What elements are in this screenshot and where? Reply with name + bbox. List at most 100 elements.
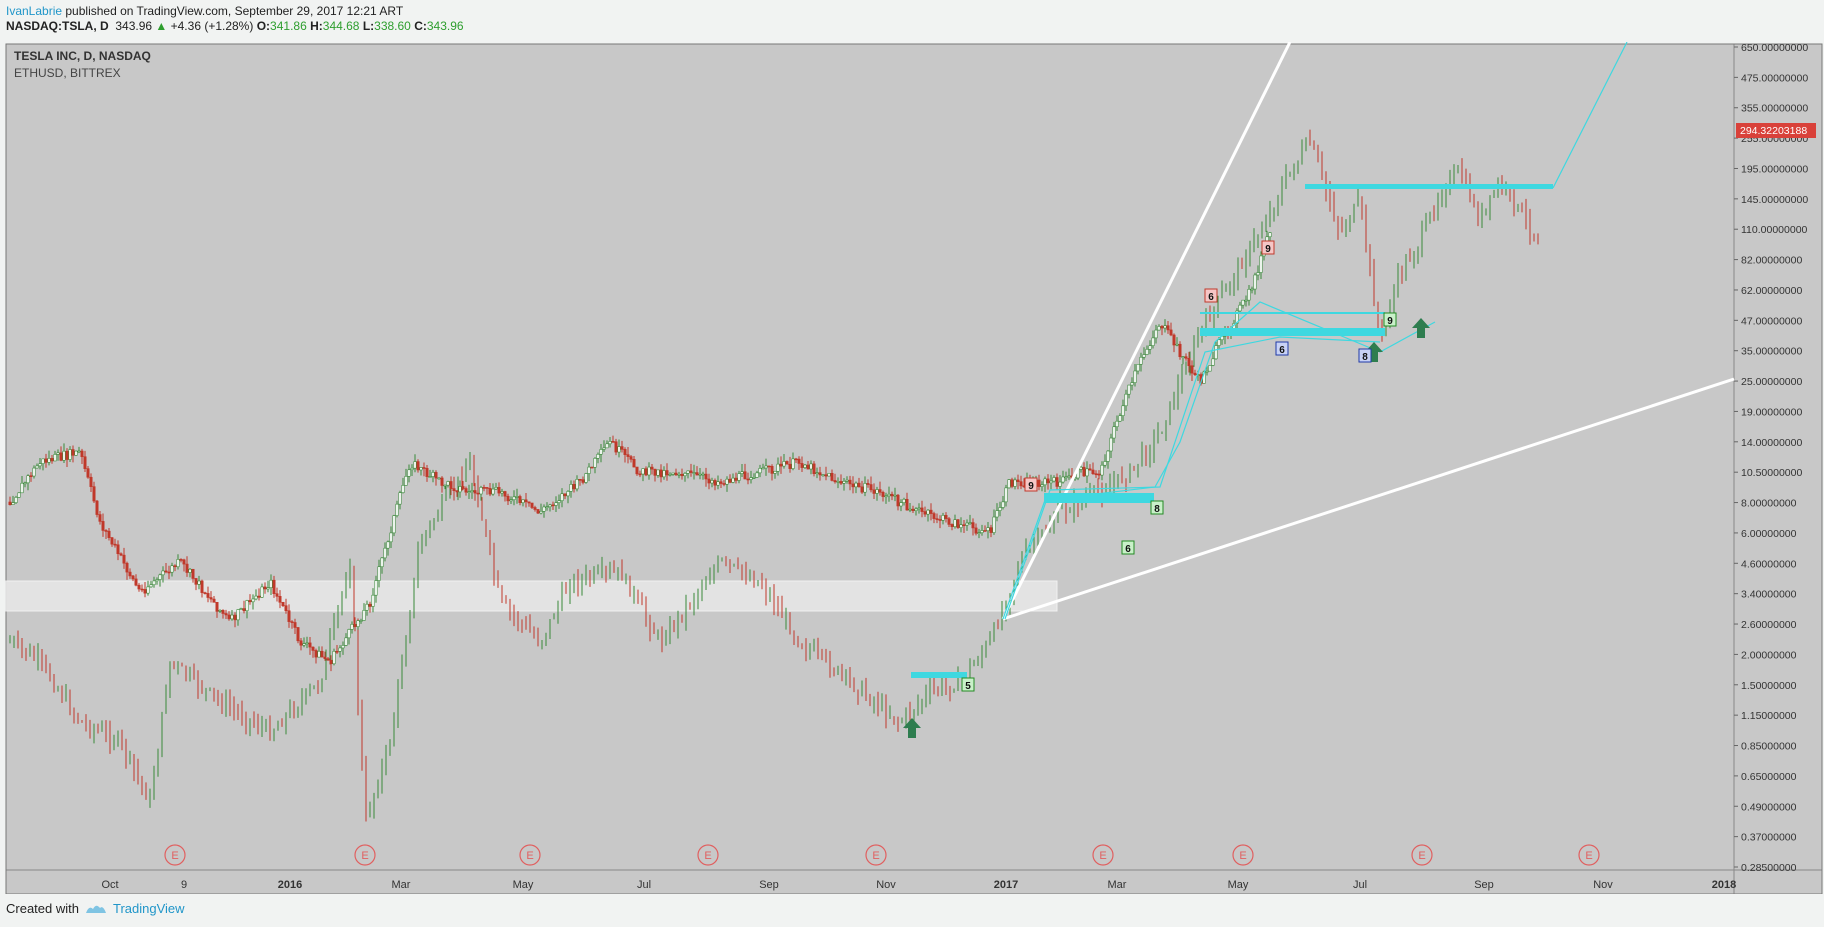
candle-body: [1187, 358, 1191, 367]
candle-body: [233, 614, 237, 621]
footer: Created with TradingView: [6, 901, 185, 916]
candle-body: [857, 482, 861, 488]
candle-body: [713, 480, 717, 486]
candle-body: [260, 586, 264, 598]
cyan-zone-feb[interactable]: [1044, 493, 1154, 503]
candle-body: [803, 464, 807, 468]
support-zone[interactable]: [5, 580, 1058, 612]
candle-body: [551, 504, 555, 507]
earnings-icon[interactable]: E: [697, 844, 719, 866]
candle-body: [539, 510, 543, 514]
candle-body: [209, 597, 213, 600]
candle-body: [500, 491, 504, 494]
candle-body: [872, 489, 876, 494]
trendline-steep[interactable]: [1001, 42, 1292, 620]
candle-body: [1037, 479, 1041, 487]
cyan-zone-jun-top[interactable]: [1200, 312, 1385, 314]
earnings-icon[interactable]: E: [1232, 844, 1254, 866]
svg-text:8: 8: [1154, 504, 1160, 515]
tradingview-link[interactable]: TradingView: [112, 901, 185, 916]
earnings-icon[interactable]: E: [519, 844, 541, 866]
candle-body: [770, 466, 774, 474]
candle-body: [956, 519, 960, 528]
candle-body: [1115, 420, 1119, 428]
cyan-zone-nov[interactable]: [911, 672, 967, 678]
earnings-icon[interactable]: E: [354, 844, 376, 866]
candle-body: [899, 502, 903, 507]
candle-body: [116, 544, 120, 555]
candle-body: [548, 504, 552, 508]
x-tick-label: 2018: [1712, 879, 1736, 891]
earnings-icon[interactable]: E: [1411, 844, 1433, 866]
candle-body: [875, 489, 879, 494]
candle-body: [1052, 477, 1056, 482]
candle-body: [572, 484, 576, 490]
created-with-label: Created with: [6, 901, 79, 916]
candle-body: [737, 473, 741, 481]
candle-body: [245, 600, 249, 612]
candle-body: [989, 527, 993, 533]
candle-body: [836, 481, 840, 483]
candle-body: [911, 508, 915, 511]
candle-body: [134, 578, 138, 586]
candle-body: [119, 553, 123, 556]
candle-body: [1163, 325, 1167, 329]
buy-arrow-icon: [903, 718, 921, 738]
candle-body: [296, 627, 300, 642]
candle-body: [689, 470, 693, 473]
candle-body: [560, 493, 564, 502]
candle-body: [422, 467, 426, 469]
candle-body: [278, 596, 282, 603]
candle-body: [1154, 329, 1158, 339]
candle-body: [719, 481, 723, 484]
candle-body: [1067, 475, 1071, 478]
candle-body: [1208, 365, 1212, 372]
count-label: 8: [1150, 500, 1164, 515]
plot-area[interactable]: [6, 44, 1734, 894]
candle-body: [1145, 348, 1149, 355]
earnings-icon[interactable]: E: [164, 844, 186, 866]
candle-body: [176, 559, 180, 568]
svg-text:6: 6: [1208, 292, 1214, 303]
candle-body: [1151, 337, 1155, 346]
trendline-shallow[interactable]: [1002, 377, 1735, 621]
earnings-icon[interactable]: E: [1578, 844, 1600, 866]
candle-body: [242, 608, 246, 612]
candle-body: [854, 482, 858, 488]
candle-body: [53, 454, 57, 462]
candle-body: [212, 598, 216, 603]
candle-body: [800, 463, 804, 468]
candle-body: [1064, 476, 1068, 479]
candle-body: [1184, 356, 1188, 359]
price-axis[interactable]: [1734, 44, 1822, 894]
chart-header: IvanLabrie published on TradingView.com,…: [6, 4, 464, 34]
candle-body: [149, 584, 153, 588]
cyan-projection-3[interactable]: [1552, 42, 1628, 189]
candle-body: [158, 574, 162, 580]
cyan-projection-2[interactable]: [1004, 336, 1381, 620]
earnings-icon[interactable]: E: [1092, 844, 1114, 866]
candle-body: [851, 483, 855, 488]
candle-body: [1082, 466, 1086, 477]
y-tick-label: 2.60000000: [1741, 619, 1797, 631]
candle-body: [959, 524, 963, 528]
candle-body: [935, 518, 939, 520]
candle-body: [782, 461, 786, 467]
candle-body: [554, 502, 558, 506]
earnings-icon[interactable]: E: [865, 844, 887, 866]
price-chart[interactable]: TESLA INC, D, NASDAQ ETHUSD, BITTREX 6 9 9…: [0, 42, 1824, 894]
cyan-zone-jun[interactable]: [1200, 328, 1385, 336]
y-tick-label: 475.00000000: [1741, 72, 1808, 84]
candle-body: [527, 501, 531, 504]
candle-body: [446, 481, 450, 486]
high-label: H:: [310, 19, 323, 33]
author-link[interactable]: IvanLabrie: [6, 4, 63, 18]
candle-body: [323, 656, 327, 659]
x-tick-label: May: [1228, 879, 1249, 891]
publish-line: IvanLabrie published on TradingView.com,…: [6, 4, 464, 19]
candle-body: [869, 484, 873, 491]
close-value: 343.96: [426, 19, 464, 33]
candle-body: [596, 453, 600, 459]
y-tick-label: 25.00000000: [1741, 376, 1802, 388]
cyan-zone-aug[interactable]: [1305, 184, 1553, 189]
